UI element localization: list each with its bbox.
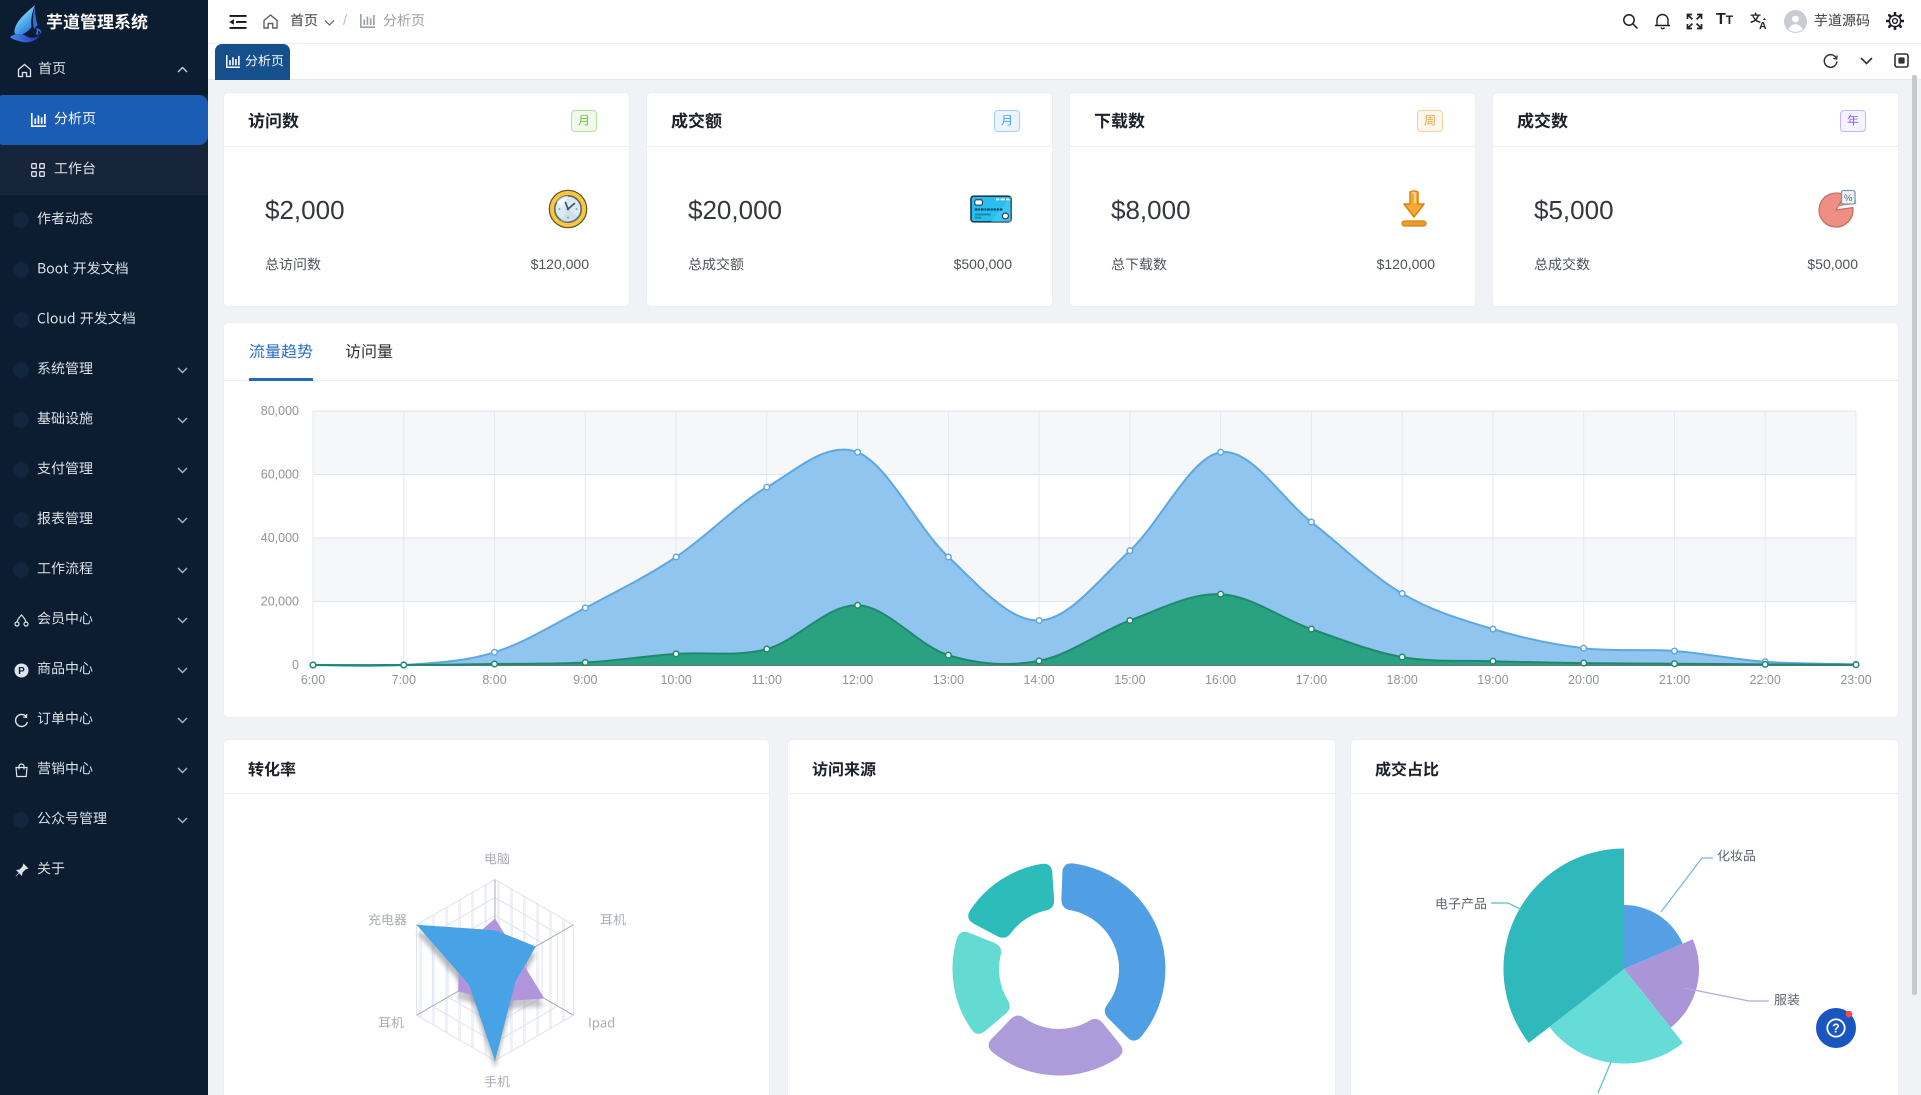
svg-text:?: ?: [1832, 1022, 1840, 1036]
svg-text:%: %: [1844, 193, 1853, 204]
svg-text:21:00: 21:00: [1659, 673, 1690, 687]
svg-text:80,000: 80,000: [261, 404, 299, 418]
svg-text:A: A: [1759, 20, 1767, 30]
svg-text:20,000: 20,000: [261, 595, 299, 609]
svg-text:6:00: 6:00: [301, 673, 325, 687]
svg-text:10:00: 10:00: [660, 673, 691, 687]
svg-text:9:00: 9:00: [573, 673, 597, 687]
svg-text:8:00: 8:00: [482, 673, 506, 687]
svg-text:7:00: 7:00: [392, 673, 416, 687]
svg-text:19:00: 19:00: [1477, 673, 1508, 687]
svg-text:23:00: 23:00: [1840, 673, 1871, 687]
svg-text:P: P: [18, 666, 25, 677]
svg-text:15:00: 15:00: [1114, 673, 1145, 687]
svg-text:12:00: 12:00: [842, 673, 873, 687]
svg-text:11:00: 11:00: [752, 673, 782, 687]
svg-text:16:00: 16:00: [1205, 673, 1236, 687]
svg-text:0: 0: [292, 658, 299, 672]
svg-text:14:00: 14:00: [1023, 673, 1054, 687]
svg-text:20:00: 20:00: [1568, 673, 1599, 687]
svg-text:13:00: 13:00: [933, 673, 964, 687]
svg-text:60,000: 60,000: [261, 468, 299, 482]
svg-text:18:00: 18:00: [1387, 673, 1418, 687]
svg-text:22:00: 22:00: [1750, 673, 1781, 687]
svg-text:40,000: 40,000: [261, 531, 299, 545]
svg-text:17:00: 17:00: [1296, 673, 1327, 687]
